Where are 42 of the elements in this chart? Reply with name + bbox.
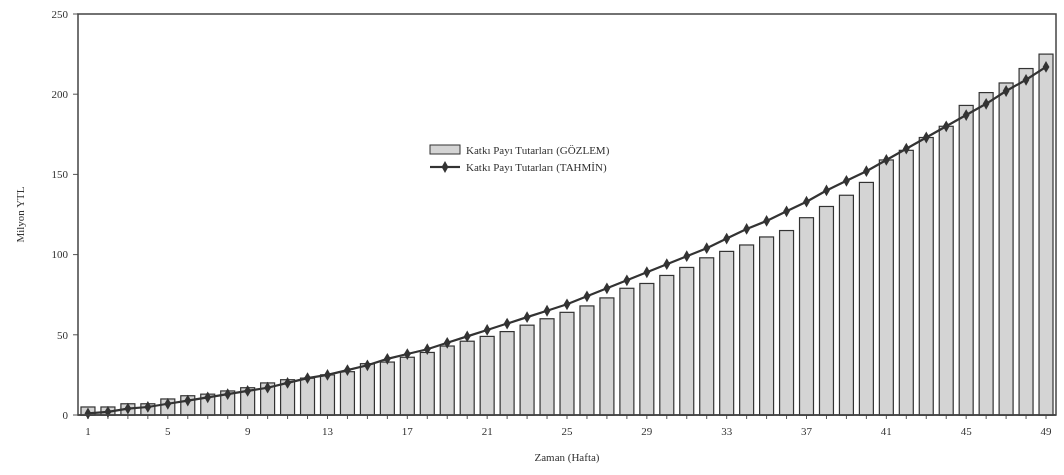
y-tick-label: 200 [51, 88, 69, 101]
bar [599, 297, 615, 416]
x-tick-label: 1 [85, 425, 91, 437]
bar [659, 274, 675, 416]
bar [679, 266, 695, 416]
bar [759, 236, 775, 416]
x-tick-label: 17 [401, 425, 414, 437]
y-tick-label: 150 [51, 168, 69, 181]
legend-label: Katkı Payı Tutarları (GÖZLEM) [466, 143, 610, 157]
bar [838, 194, 855, 416]
y-axis-title: Milyon YTL [14, 186, 26, 243]
bar [719, 250, 735, 416]
x-tick-label: 45 [960, 425, 973, 437]
bar [619, 287, 635, 416]
bar [858, 181, 874, 416]
x-tick-label: 13 [321, 425, 334, 437]
x-tick-label: 33 [721, 425, 733, 437]
y-tick-label: 100 [51, 248, 69, 261]
bar [539, 318, 555, 416]
bar [778, 229, 795, 416]
bar [499, 330, 515, 416]
x-tick-label: 41 [880, 425, 892, 437]
y-tick-label: 0 [62, 408, 69, 421]
x-tick-label: 49 [1040, 425, 1053, 437]
bar [798, 217, 815, 416]
x-tick-label: 9 [244, 425, 251, 437]
bar [559, 311, 575, 416]
x-tick-label: 29 [641, 425, 653, 437]
bar [818, 205, 835, 416]
x-tick-label: 25 [561, 425, 573, 437]
bar [639, 282, 655, 416]
bar [739, 244, 755, 416]
legend-label: Katkı Payı Tutarları (TAHMİN) [466, 160, 607, 174]
y-tick-label: 250 [51, 7, 69, 20]
bar [519, 324, 535, 416]
bar [579, 305, 595, 416]
x-axis-title: Zaman (Hafta) [534, 451, 600, 464]
x-tick-label: 37 [801, 425, 813, 437]
x-tick-label: 5 [165, 425, 172, 437]
bar [699, 257, 715, 416]
y-tick-label: 50 [57, 328, 69, 341]
x-tick-label: 21 [481, 425, 493, 437]
